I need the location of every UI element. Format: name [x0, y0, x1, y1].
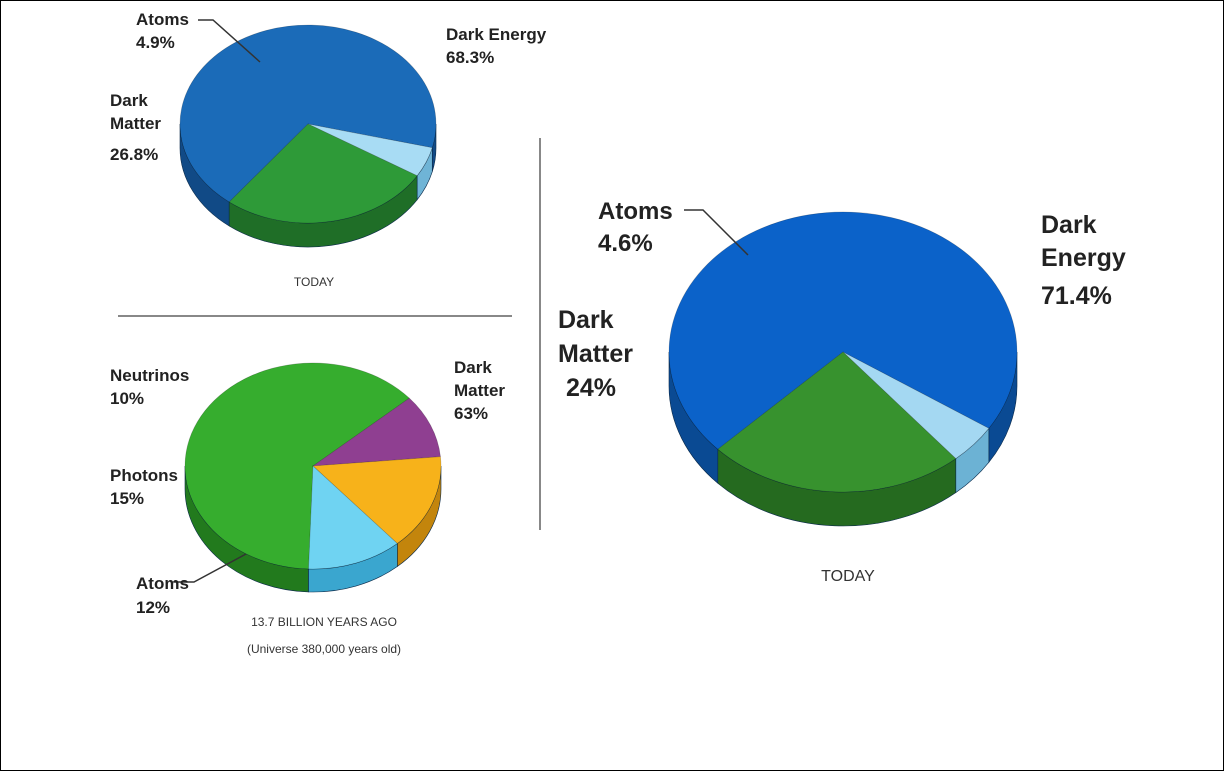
pie-slice-dark-matter [228, 123, 418, 224]
label-dark-energy: Dark Energy [446, 25, 547, 44]
label-neutrinos: Neutrinos [110, 366, 189, 385]
label-dark-matter-large-word2: Matter [558, 340, 633, 368]
pie-slice-dark-energy [668, 211, 1018, 450]
leader-line-atoms-top [198, 19, 261, 63]
value-dark-matter-large: 24% [566, 374, 616, 402]
leader-line-atoms-right [684, 209, 749, 256]
caption-early-universe: 13.7 BILLION YEARS AGO [251, 615, 397, 629]
label-dark-matter-early-word1: Dark [454, 358, 492, 377]
value-dark-energy-large: 71.4% [1041, 282, 1112, 310]
pie-slice-atoms [308, 465, 398, 570]
label-dark-energy-large-word2: Energy [1041, 244, 1126, 272]
pie-slice-dark-energy [179, 24, 437, 203]
value-dark-matter: 26.8% [110, 145, 158, 164]
value-atoms-early: 12% [136, 598, 170, 617]
label-dark-matter-large-word1: Dark [558, 306, 614, 334]
caption-early-universe-sub: (Universe 380,000 years old) [247, 642, 401, 656]
label-atoms-early: Atoms [136, 574, 189, 593]
pie-slice-neutrinos [311, 397, 441, 467]
label-atoms-large: Atoms [598, 198, 673, 225]
value-atoms: 4.9% [136, 33, 175, 52]
pie-chart-today-small [179, 24, 437, 248]
value-dark-matter-early: 63% [454, 404, 488, 423]
value-neutrinos: 10% [110, 389, 144, 408]
pie-slice-atoms [842, 351, 990, 459]
label-photons: Photons [110, 466, 178, 485]
value-photons: 15% [110, 489, 144, 508]
label-dark-matter-word1: Dark [110, 91, 148, 110]
label-dark-energy-large-word1: Dark [1041, 211, 1097, 239]
value-dark-energy: 68.3% [446, 48, 494, 67]
label-dark-matter-word2: Matter [110, 114, 161, 133]
caption-today-small: TODAY [294, 275, 334, 289]
leader-line-atoms-bottom [174, 553, 247, 583]
value-atoms-large: 4.6% [598, 230, 653, 257]
pie-slice-dark-matter [717, 351, 957, 493]
pie-slice-dark-matter [184, 362, 410, 570]
caption-today-large: TODAY [821, 568, 875, 585]
pie-slice-photons [312, 456, 442, 544]
label-dark-matter-early-word2: Matter [454, 381, 505, 400]
label-atoms: Atoms [136, 10, 189, 29]
pie-chart-today-large [668, 211, 1018, 527]
pie-slice-atoms [307, 123, 433, 177]
pie-chart-early-universe [184, 362, 442, 593]
